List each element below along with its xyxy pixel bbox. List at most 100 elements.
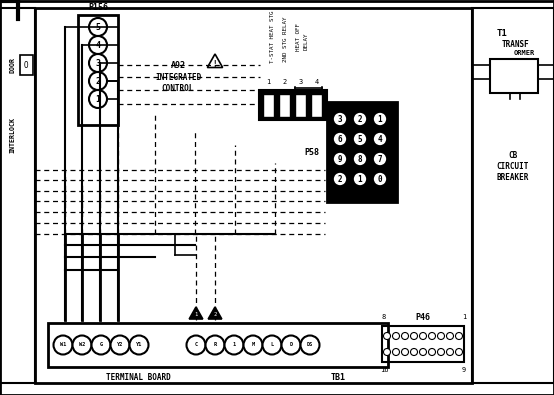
Circle shape <box>411 348 418 356</box>
Text: 2ND STG RELAY: 2ND STG RELAY <box>283 16 288 62</box>
Circle shape <box>438 348 444 356</box>
Text: 3: 3 <box>338 115 342 124</box>
Circle shape <box>353 112 367 126</box>
Circle shape <box>300 335 320 354</box>
Text: 8: 8 <box>382 314 386 320</box>
Text: A92: A92 <box>171 60 186 70</box>
Bar <box>0 8 35 383</box>
Text: HEAT OFF: HEAT OFF <box>295 23 300 51</box>
Circle shape <box>333 112 347 126</box>
Text: 1: 1 <box>378 115 382 124</box>
Text: TERMINAL BOARD: TERMINAL BOARD <box>106 372 171 382</box>
Text: BREAKER: BREAKER <box>497 173 529 181</box>
Circle shape <box>373 132 387 146</box>
Text: 2: 2 <box>283 79 286 85</box>
Text: R: R <box>213 342 217 348</box>
Circle shape <box>353 172 367 186</box>
Bar <box>490 59 538 93</box>
Circle shape <box>402 348 408 356</box>
Text: 9: 9 <box>338 154 342 164</box>
Text: 9: 9 <box>462 367 466 373</box>
Text: TRANSF: TRANSF <box>502 40 530 49</box>
Text: 7: 7 <box>378 154 382 164</box>
Circle shape <box>402 333 408 339</box>
Text: 1: 1 <box>462 314 466 320</box>
Circle shape <box>333 132 347 146</box>
Circle shape <box>333 152 347 166</box>
Circle shape <box>89 18 107 36</box>
Text: C: C <box>194 342 198 348</box>
Text: INTEGRATED: INTEGRATED <box>155 73 201 81</box>
Circle shape <box>54 335 73 354</box>
Text: Y2: Y2 <box>117 342 123 348</box>
Text: Y1: Y1 <box>136 342 142 348</box>
Text: 3: 3 <box>95 58 100 68</box>
Text: INTERLOCK: INTERLOCK <box>9 117 15 153</box>
Text: M: M <box>252 342 254 348</box>
Circle shape <box>89 54 107 72</box>
Circle shape <box>428 333 435 339</box>
Text: O: O <box>24 60 28 70</box>
Circle shape <box>383 348 391 356</box>
Circle shape <box>89 90 107 108</box>
Circle shape <box>373 112 387 126</box>
Text: 2: 2 <box>338 175 342 184</box>
Circle shape <box>130 335 148 354</box>
Bar <box>279 94 290 117</box>
Bar <box>311 94 322 117</box>
Polygon shape <box>207 54 223 68</box>
Text: T-STAT HEAT STG: T-STAT HEAT STG <box>269 11 274 63</box>
Circle shape <box>281 335 300 354</box>
Text: DOOR: DOOR <box>9 57 15 73</box>
Circle shape <box>419 348 427 356</box>
Circle shape <box>110 335 130 354</box>
Bar <box>472 8 554 383</box>
Circle shape <box>411 333 418 339</box>
Circle shape <box>91 335 110 354</box>
Text: P156: P156 <box>88 2 108 11</box>
Circle shape <box>373 172 387 186</box>
Text: L: L <box>270 342 274 348</box>
Text: 4: 4 <box>95 41 100 49</box>
Text: CB: CB <box>509 150 517 160</box>
Text: !: ! <box>213 60 217 68</box>
Text: 2: 2 <box>358 115 362 124</box>
Bar <box>78 15 118 125</box>
Circle shape <box>373 152 387 166</box>
Text: 1: 1 <box>358 175 362 184</box>
Circle shape <box>455 348 463 356</box>
Text: 3: 3 <box>299 79 302 85</box>
Text: 8: 8 <box>358 154 362 164</box>
Circle shape <box>392 348 399 356</box>
Bar <box>35 8 472 383</box>
Text: 2: 2 <box>95 77 100 85</box>
Text: DS: DS <box>307 342 313 348</box>
Text: 2: 2 <box>213 312 217 318</box>
Text: 5: 5 <box>95 23 100 32</box>
Text: 5: 5 <box>358 135 362 143</box>
Text: DELAY: DELAY <box>304 32 309 50</box>
Circle shape <box>187 335 206 354</box>
Circle shape <box>206 335 224 354</box>
Polygon shape <box>208 307 222 319</box>
Circle shape <box>263 335 281 354</box>
Text: W1: W1 <box>60 342 66 348</box>
Text: 0: 0 <box>378 175 382 184</box>
Text: 6: 6 <box>338 135 342 143</box>
Bar <box>48 323 388 367</box>
Circle shape <box>89 36 107 54</box>
Bar <box>20 55 33 75</box>
Circle shape <box>447 348 454 356</box>
Bar <box>295 94 306 117</box>
Text: T1: T1 <box>496 28 507 38</box>
Text: P46: P46 <box>416 312 430 322</box>
Circle shape <box>383 333 391 339</box>
Bar <box>263 94 274 117</box>
Circle shape <box>89 72 107 90</box>
Text: 4: 4 <box>314 79 319 85</box>
Bar <box>327 102 397 202</box>
Circle shape <box>455 333 463 339</box>
Text: 1: 1 <box>95 94 100 103</box>
Text: CONTROL: CONTROL <box>162 83 194 92</box>
Circle shape <box>392 333 399 339</box>
